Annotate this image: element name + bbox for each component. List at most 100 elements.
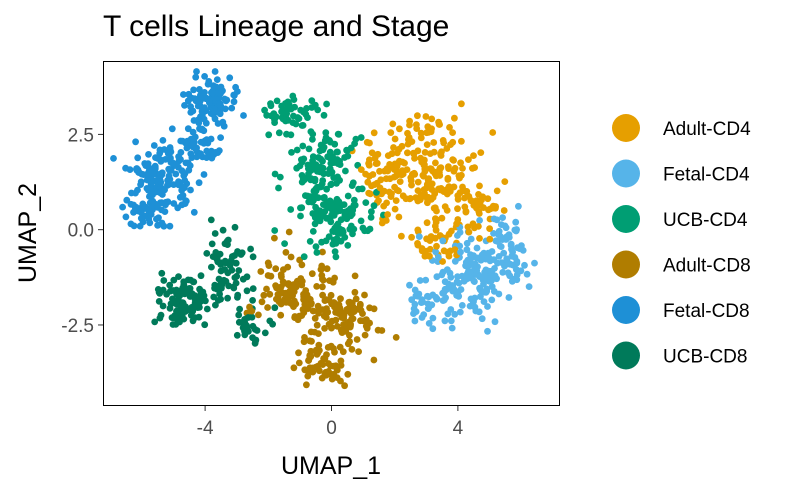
data-point-adult-cd8 [374,326,382,334]
data-point-adult-cd8 [303,381,310,389]
data-point-adult-cd8 [311,314,319,322]
data-point-ucb-cd8 [235,267,243,274]
data-point-adult-cd4 [423,141,431,149]
data-point-adult-cd4 [445,163,452,171]
data-point-ucb-cd4 [347,222,355,230]
data-point-fetal-cd4 [441,285,449,293]
data-point-fetal-cd8 [142,212,150,220]
data-point-fetal-cd8 [149,197,157,205]
data-point-ucb-cd4 [305,145,313,153]
data-point-adult-cd8 [313,321,321,329]
data-point-ucb-cd4 [316,217,324,225]
data-point-fetal-cd4 [477,293,484,300]
data-point-adult-cd8 [315,341,323,349]
data-point-ucb-cd4 [307,128,315,136]
data-point-fetal-cd8 [162,201,169,209]
data-point-ucb-cd4 [300,155,308,163]
data-point-ucb-cd4 [296,162,304,170]
data-point-fetal-cd4 [491,265,498,272]
data-point-fetal-cd4 [506,272,514,280]
data-point-adult-cd4 [396,125,403,133]
data-point-ucb-cd4 [267,112,275,120]
data-point-fetal-cd4 [429,314,437,322]
data-point-adult-cd4 [465,228,473,236]
data-point-ucb-cd8 [169,321,177,328]
data-point-fetal-cd8 [156,146,164,154]
data-point-fetal-cd4 [439,297,447,304]
data-point-ucb-cd4 [329,227,337,235]
data-point-fetal-cd8 [150,142,158,149]
data-point-ucb-cd4 [267,102,275,110]
data-point-ucb-cd8 [158,269,166,277]
data-point-adult-cd4 [500,207,508,214]
data-point-adult-cd4 [449,129,456,137]
data-point-fetal-cd4 [466,256,474,263]
data-point-ucb-cd4 [322,237,330,245]
data-point-fetal-cd4 [414,292,422,300]
data-point-adult-cd4 [485,206,492,214]
data-point-fetal-cd4 [425,320,433,327]
data-point-ucb-cd4 [344,192,352,200]
data-point-fetal-cd4 [482,266,490,274]
data-point-fetal-cd8 [174,204,182,212]
data-point-adult-cd8 [308,337,315,345]
data-point-fetal-cd4 [411,286,419,294]
data-point-fetal-cd4 [422,276,430,284]
legend-label-ucb-cd8: UCB-CD8 [663,347,747,368]
data-point-fetal-cd8 [152,154,159,162]
data-point-fetal-cd4 [490,230,497,237]
data-point-adult-cd4 [393,149,401,157]
data-point-adult-cd4 [473,204,480,212]
data-point-adult-cd4 [427,233,435,240]
data-point-fetal-cd8 [184,125,192,133]
data-point-ucb-cd8 [191,295,199,303]
data-point-fetal-cd4 [438,271,446,279]
data-point-adult-cd8 [321,325,328,332]
data-point-adult-cd8 [356,301,364,309]
data-point-adult-cd8 [295,349,302,357]
data-point-ucb-cd4 [333,156,341,163]
data-point-ucb-cd8 [271,304,279,312]
data-point-ucb-cd8 [196,285,204,293]
data-point-adult-cd8 [272,265,280,273]
data-point-adult-cd4 [405,136,412,143]
legend-label-adult-cd8: Adult-CD8 [663,256,751,277]
data-point-fetal-cd8 [191,95,199,103]
data-point-adult-cd4 [398,232,405,240]
data-point-adult-cd4 [455,172,463,180]
data-point-adult-cd4 [378,219,386,227]
data-point-adult-cd4 [473,197,480,205]
y-tick-label: 2.5 [68,125,94,146]
data-point-fetal-cd4 [439,237,447,245]
data-point-fetal-cd4 [447,306,455,313]
data-point-ucb-cd8 [251,340,259,347]
data-point-fetal-cd4 [521,261,528,269]
data-point-adult-cd4 [376,184,384,192]
data-point-adult-cd8 [331,348,338,356]
data-point-adult-cd8 [298,261,306,269]
legend-key-adult-cd8 [612,250,640,279]
data-point-ucb-cd4 [297,106,305,114]
data-point-adult-cd4 [433,168,441,176]
data-point-fetal-cd4 [488,248,496,255]
data-point-fetal-cd8 [177,137,185,145]
data-point-ucb-cd4 [322,129,330,137]
data-point-fetal-cd4 [512,266,520,273]
data-point-ucb-cd8 [227,257,235,264]
data-point-ucb-cd4 [283,130,290,138]
data-point-fetal-cd8 [143,185,151,192]
data-point-fetal-cd4 [456,308,464,316]
x-tick-label: -4 [197,418,214,439]
data-point-fetal-cd4 [531,259,538,267]
data-point-ucb-cd4 [261,106,268,114]
data-point-adult-cd4 [459,165,466,172]
data-point-ucb-cd4 [367,214,375,221]
data-point-ucb-cd4 [320,111,328,119]
data-point-adult-cd8 [319,291,326,299]
data-point-fetal-cd4 [488,283,496,291]
data-point-ucb-cd8 [168,314,176,321]
data-point-fetal-cd8 [158,206,165,214]
data-point-fetal-cd8 [209,82,217,90]
data-point-fetal-cd4 [466,302,474,310]
data-point-fetal-cd8 [170,200,178,207]
